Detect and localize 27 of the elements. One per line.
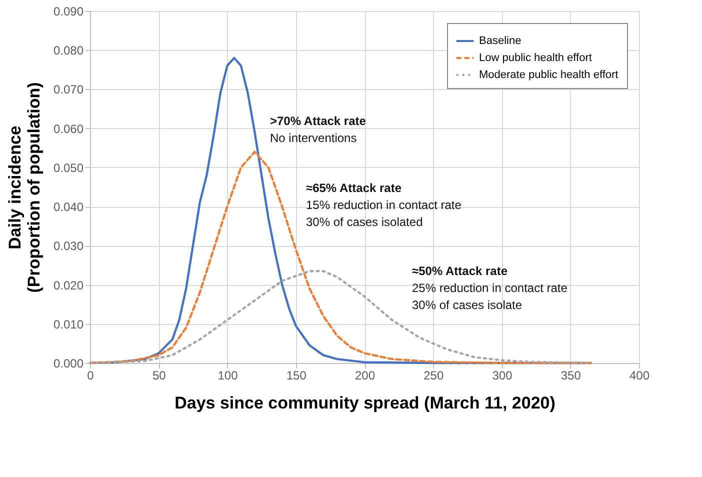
annotation: >70% Attack rate No interventions [270, 114, 366, 145]
y-tick-label: 0.010 [53, 317, 84, 332]
x-axis-title: Days since community spread (March 11, 2020) [174, 394, 556, 412]
y-tick-label: 0.050 [53, 160, 84, 175]
x-tick-label: 250 [424, 368, 444, 382]
annotation: ≈65% Attack rate 15% reduction in contact rate 30% of cases isolated [306, 181, 462, 229]
x-tick-label: 300 [492, 368, 513, 382]
y-tick-label: 0.040 [53, 200, 84, 214]
x-tick-label: 200 [354, 368, 376, 382]
x-tick-label: 400 [629, 368, 650, 382]
y-tick-label: 0.030 [53, 239, 84, 254]
x-tick-label: 50 [152, 368, 166, 382]
x-tick-label: 100 [218, 368, 238, 382]
legend-label: Low public health effort [479, 52, 592, 64]
y-tick-label: 0.090 [53, 4, 84, 18]
y-tick-label: 0.020 [53, 278, 84, 292]
x-tick-label: 350 [560, 368, 582, 382]
y-tick-label: 0.080 [53, 44, 84, 58]
legend-label: Moderate public health effort [479, 69, 618, 81]
legend-label: Baseline [479, 35, 522, 47]
annotation: ≈50% Attack rate 25% reduction in contact rate 30% of cases isolate [412, 264, 568, 312]
y-tick-label: 0.060 [53, 122, 84, 136]
x-tick-label: 0 [87, 368, 94, 382]
y-tick-label: 0.070 [53, 82, 84, 97]
y-axis-title: Daily incidence (Proportion of population) [5, 82, 44, 293]
x-tick-label: 150 [286, 368, 307, 382]
y-tick-label: 0.000 [53, 356, 84, 370]
